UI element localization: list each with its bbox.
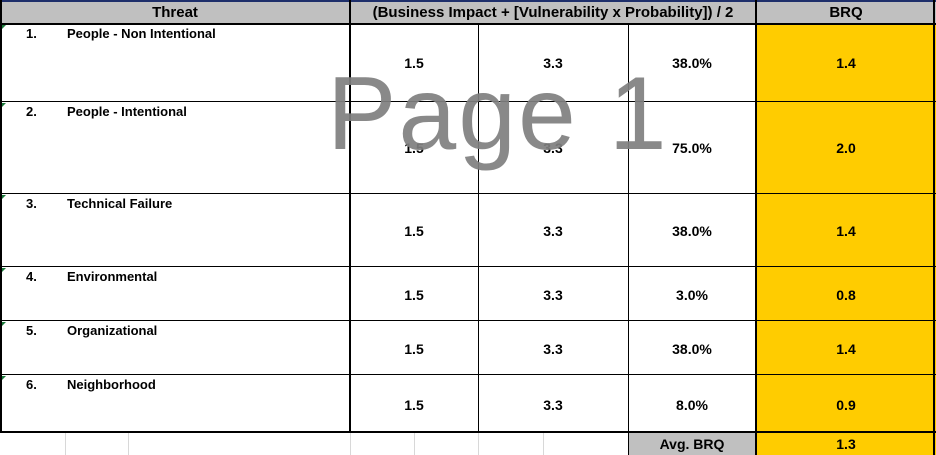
brq-cell[interactable]: 1.4 [836, 222, 856, 239]
grid-line [933, 0, 935, 455]
business-impact-cell[interactable]: 1.5 [404, 140, 424, 156]
grid-line [0, 23, 936, 25]
grid-line [0, 431, 936, 433]
comment-marker [1, 103, 6, 108]
grid-line [755, 0, 757, 455]
probability-cell[interactable]: 38.0% [672, 55, 712, 71]
probability-cell[interactable]: 38.0% [672, 341, 712, 357]
comment-marker [1, 322, 6, 327]
grid-line [0, 193, 936, 194]
business-impact-cell[interactable]: 1.5 [404, 341, 424, 357]
grid-line [414, 433, 415, 455]
threat-name[interactable]: People - Intentional [67, 104, 187, 119]
vulnerability-cell[interactable]: 3.3 [543, 341, 563, 357]
grid-line [0, 374, 936, 375]
business-impact-cell[interactable]: 1.5 [404, 396, 424, 413]
brq-cell[interactable]: 1.4 [836, 341, 856, 357]
row-index[interactable]: 6. [26, 377, 37, 392]
grid-line [478, 433, 479, 455]
vulnerability-cell[interactable]: 3.3 [543, 287, 563, 303]
grid-line [65, 433, 66, 455]
header-brq[interactable]: BRQ [756, 2, 936, 24]
brq-cell[interactable]: 0.9 [836, 396, 856, 413]
probability-cell[interactable]: 75.0% [672, 140, 712, 156]
comment-marker [1, 268, 6, 273]
grid-line [349, 0, 351, 432]
comment-marker [1, 25, 6, 30]
row-index[interactable]: 1. [26, 26, 37, 41]
comment-marker [1, 376, 6, 381]
avg-brq-label[interactable]: Avg. BRQ [628, 432, 756, 455]
threat-name[interactable]: Environmental [67, 269, 158, 284]
header-formula[interactable]: (Business Impact + [Vulnerability x Prob… [350, 2, 756, 24]
grid-line [628, 24, 629, 455]
threat-name[interactable]: Organizational [67, 323, 158, 338]
probability-cell[interactable]: 3.0% [676, 287, 708, 303]
grid-line [0, 0, 936, 2]
grid-line [0, 320, 936, 321]
probability-cell[interactable]: 38.0% [672, 222, 712, 239]
threat-name[interactable]: Technical Failure [67, 196, 173, 211]
business-impact-cell[interactable]: 1.5 [404, 55, 424, 71]
brq-column-fill [756, 24, 936, 432]
grid-line [128, 433, 129, 455]
grid-line [478, 24, 479, 432]
grid-line [0, 0, 2, 432]
row-index[interactable]: 2. [26, 104, 37, 119]
grid-line [350, 433, 351, 455]
header-threat[interactable]: Threat [0, 2, 350, 24]
vulnerability-cell[interactable]: 3.3 [543, 55, 563, 71]
row-index[interactable]: 4. [26, 269, 37, 284]
brq-cell[interactable]: 0.8 [836, 287, 856, 303]
grid-line [543, 433, 544, 455]
vulnerability-cell[interactable]: 3.3 [543, 222, 563, 239]
row-index[interactable]: 5. [26, 323, 37, 338]
comment-marker [1, 195, 6, 200]
avg-brq-value[interactable]: 1.3 [756, 432, 936, 455]
vulnerability-cell[interactable]: 3.3 [543, 140, 563, 156]
brq-cell[interactable]: 2.0 [836, 140, 856, 156]
business-impact-cell[interactable]: 1.5 [404, 287, 424, 303]
threat-name[interactable]: People - Non Intentional [67, 26, 216, 41]
grid-line [0, 101, 936, 102]
threat-name[interactable]: Neighborhood [67, 377, 156, 392]
grid-line [0, 266, 936, 267]
brq-cell[interactable]: 1.4 [836, 55, 856, 71]
business-impact-cell[interactable]: 1.5 [404, 222, 424, 239]
probability-cell[interactable]: 8.0% [676, 396, 708, 413]
vulnerability-cell[interactable]: 3.3 [543, 396, 563, 413]
row-index[interactable]: 3. [26, 196, 37, 211]
